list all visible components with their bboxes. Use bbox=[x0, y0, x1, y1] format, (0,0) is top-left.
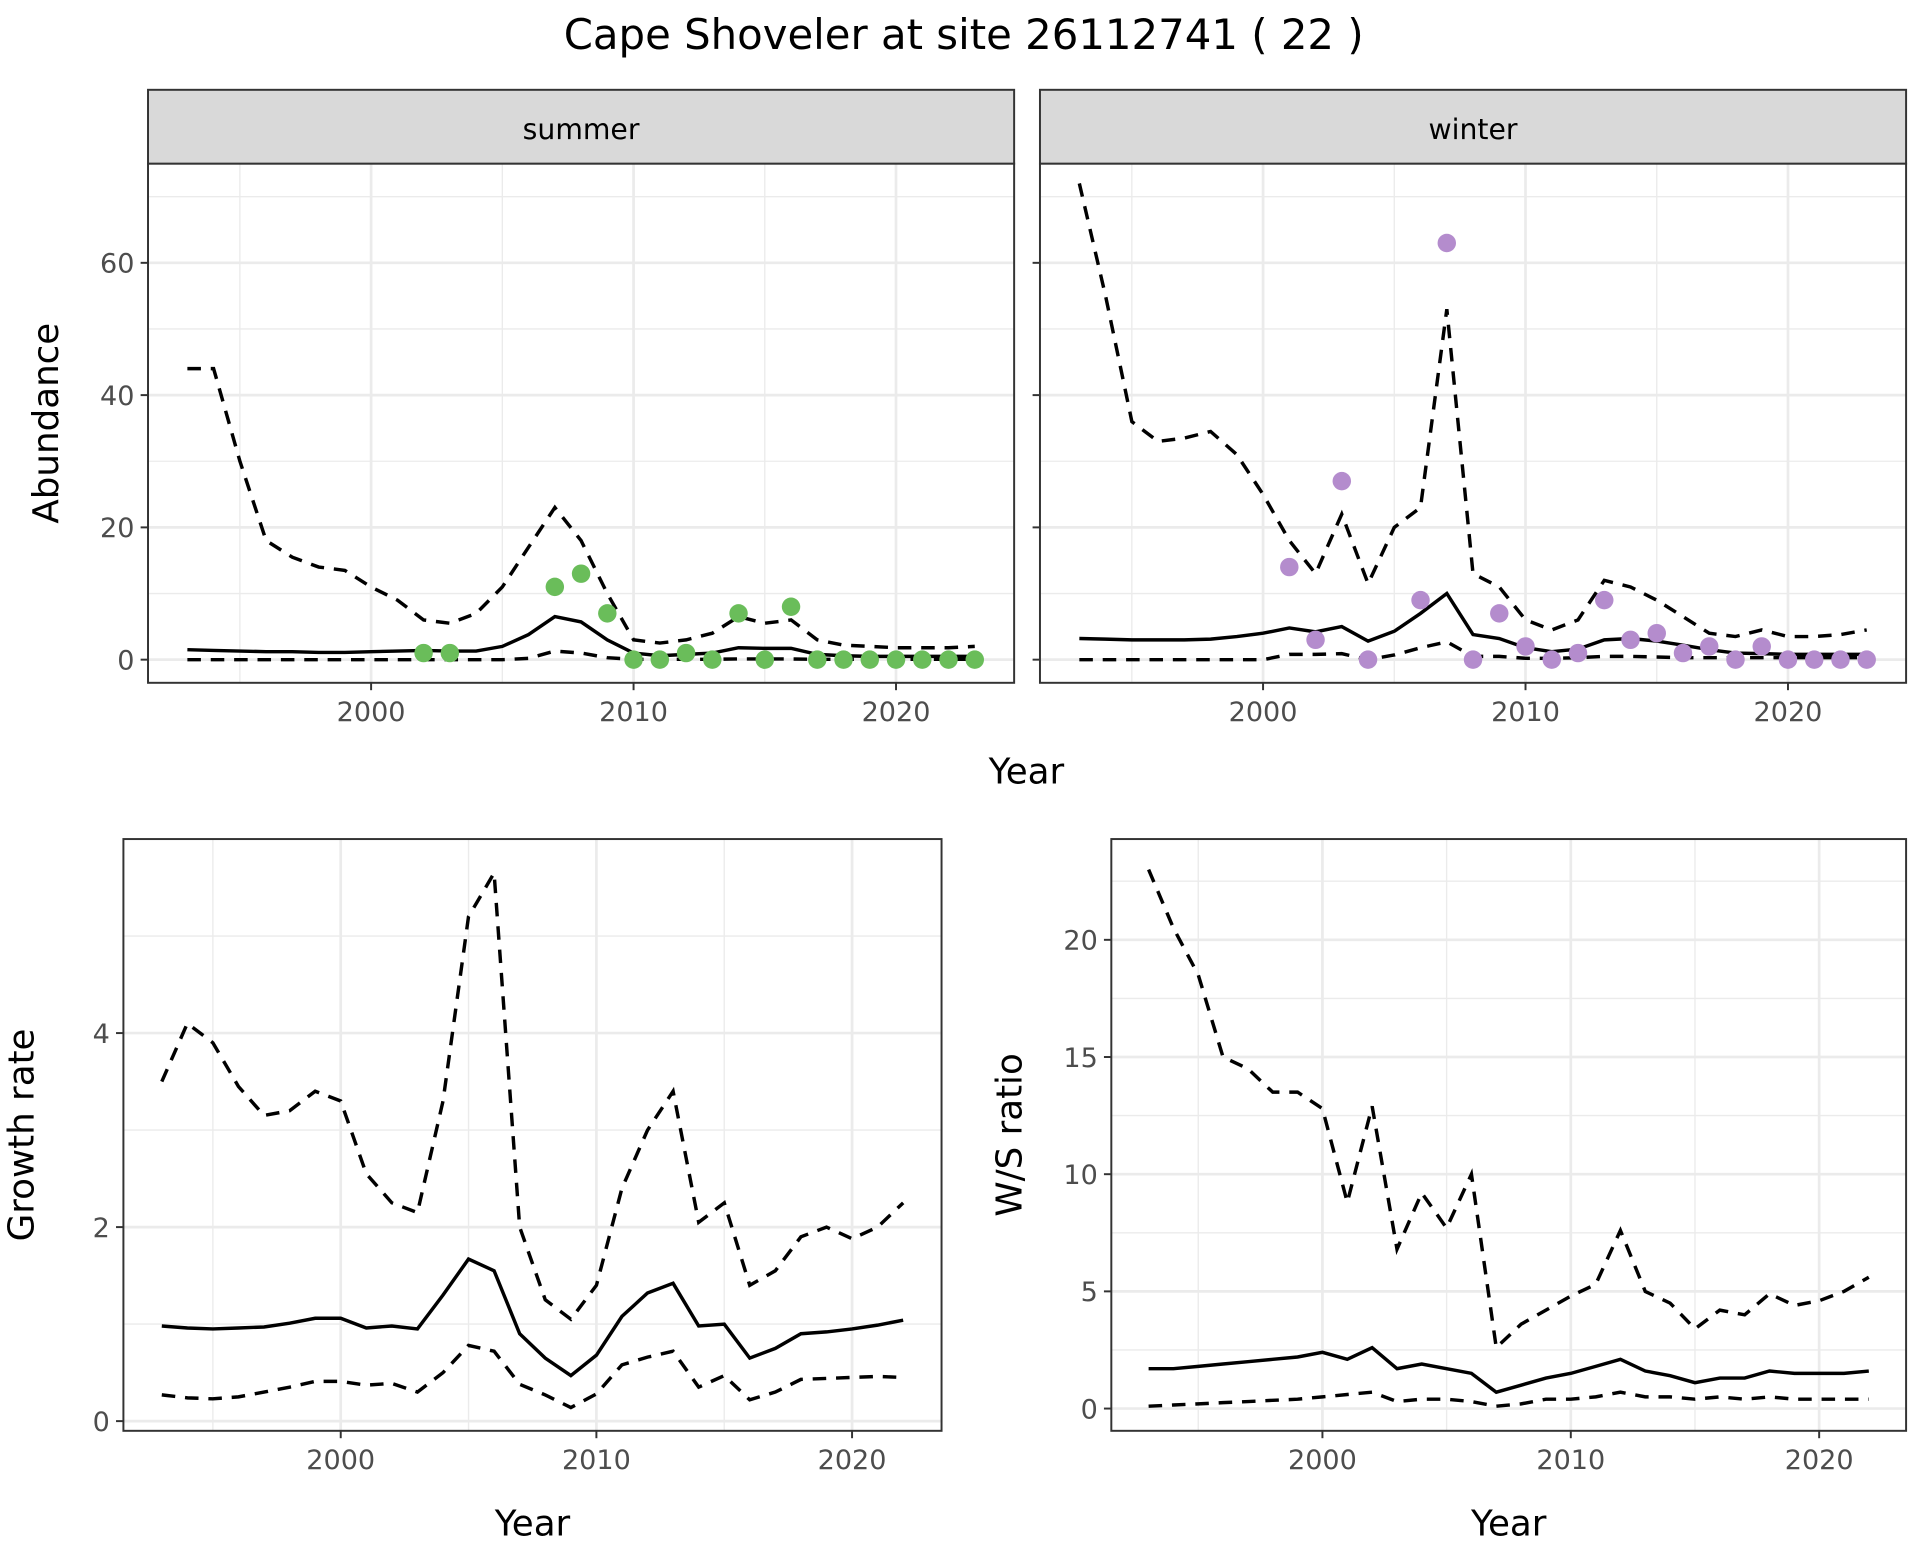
x-tick-label: 2010 bbox=[1536, 1445, 1605, 1476]
y-tick-label: 40 bbox=[100, 381, 134, 412]
y-tick-label: 0 bbox=[117, 646, 134, 677]
x-tick-label: 2010 bbox=[599, 697, 668, 728]
x-tick-label: 2010 bbox=[562, 1445, 631, 1476]
y-axis-title: Abundance bbox=[26, 323, 67, 524]
plot-background bbox=[148, 163, 1015, 683]
data-point bbox=[571, 564, 591, 583]
series-line-upper bbox=[1147, 868, 1870, 1352]
y-tick-label: 60 bbox=[100, 249, 134, 280]
data-point bbox=[1280, 557, 1299, 577]
y-tick-label: 10 bbox=[1063, 1160, 1097, 1191]
x-tick-label: 2000 bbox=[306, 1445, 375, 1476]
x-tick-label: 2000 bbox=[337, 697, 406, 728]
series-line-upper bbox=[187, 366, 975, 650]
data-point bbox=[1857, 650, 1876, 669]
series-line-mean bbox=[161, 1256, 904, 1378]
data-point bbox=[1358, 650, 1378, 669]
facet-strip bbox=[147, 88, 1016, 165]
data-point bbox=[781, 597, 801, 616]
data-point bbox=[440, 643, 460, 663]
panel-border bbox=[122, 838, 943, 1432]
data-point bbox=[703, 650, 722, 669]
y-tick-label: 15 bbox=[1063, 1043, 1097, 1074]
x-tick-label: 2020 bbox=[1754, 697, 1823, 728]
data-point bbox=[1411, 590, 1430, 610]
x-tick-label: 2020 bbox=[1785, 1445, 1854, 1476]
y-tick-label: 20 bbox=[100, 513, 134, 544]
data-point bbox=[1805, 650, 1824, 669]
plot-background bbox=[1039, 163, 1907, 683]
y-tick-label: 2 bbox=[93, 1213, 110, 1244]
x-tick-label: 2020 bbox=[818, 1445, 887, 1476]
data-point bbox=[1831, 650, 1850, 669]
y-tick-label: 0 bbox=[93, 1407, 110, 1438]
x-axis-title: Year bbox=[988, 752, 1065, 793]
x-tick-label: 2000 bbox=[1229, 697, 1298, 728]
data-point bbox=[965, 650, 984, 669]
data-point bbox=[886, 650, 906, 669]
x-tick-label: 2020 bbox=[862, 697, 931, 728]
data-point bbox=[624, 650, 643, 669]
data-point bbox=[1542, 650, 1561, 669]
data-point bbox=[808, 650, 827, 669]
panel-winter: 2000 2010 2020 winter bbox=[1032, 88, 1908, 728]
data-point bbox=[1647, 623, 1666, 643]
data-point bbox=[1595, 590, 1614, 610]
data-point bbox=[939, 650, 958, 669]
x-axis-title: Year bbox=[1470, 1503, 1547, 1544]
panel-summer: 2000 2010 2020 0 20 40 60 summer Abundance bbox=[26, 88, 1016, 728]
data-point bbox=[1700, 637, 1719, 656]
facet-strip-label: winter bbox=[1429, 113, 1518, 146]
y-tick-label: 4 bbox=[93, 1019, 110, 1050]
data-point bbox=[1332, 471, 1352, 491]
y-tick-label: 0 bbox=[1081, 1394, 1098, 1425]
data-point bbox=[1621, 630, 1640, 650]
panel-growth-rate: 2000 2010 2020 0 2 4 Year Growth rate bbox=[2, 838, 943, 1544]
data-point bbox=[913, 650, 932, 669]
y-tick-label: 20 bbox=[1063, 926, 1097, 957]
data-point bbox=[860, 650, 880, 669]
data-point bbox=[1463, 650, 1483, 669]
y-axis-title: Growth rate bbox=[2, 1029, 43, 1242]
series-line-upper bbox=[160, 867, 905, 1322]
data-point bbox=[834, 650, 853, 669]
data-point bbox=[1726, 650, 1745, 669]
data-point bbox=[1490, 604, 1509, 623]
facet-strip bbox=[1038, 88, 1908, 165]
plot-background bbox=[1111, 839, 1907, 1431]
facet-strip-label: summer bbox=[523, 113, 640, 146]
data-point bbox=[676, 643, 696, 663]
y-tick-label: 5 bbox=[1081, 1277, 1098, 1308]
series-line-lower bbox=[1148, 1390, 1869, 1408]
x-tick-label: 2010 bbox=[1491, 697, 1560, 728]
chart-title: Cape Shoveler at site 26112741 ( 22 ) bbox=[564, 10, 1364, 59]
series-line-lower bbox=[161, 1343, 904, 1410]
data-point bbox=[1752, 637, 1771, 656]
y-axis-title: W/S ratio bbox=[990, 1053, 1031, 1216]
panel-border bbox=[1110, 838, 1908, 1432]
data-point bbox=[729, 604, 748, 623]
panel-w-s-ratio: 2000 2010 2020 0 5 10 15 20 Year W/S ratio bbox=[990, 838, 1908, 1544]
data-point bbox=[1778, 650, 1798, 669]
plot-background bbox=[123, 839, 942, 1431]
data-point bbox=[598, 604, 617, 623]
data-point bbox=[755, 650, 775, 669]
data-point bbox=[414, 643, 433, 663]
series-line-mean bbox=[1148, 1345, 1869, 1395]
data-point bbox=[1516, 637, 1535, 656]
x-tick-label: 2000 bbox=[1288, 1445, 1357, 1476]
data-point bbox=[545, 577, 565, 597]
data-point bbox=[1568, 643, 1588, 663]
data-point bbox=[1437, 233, 1457, 253]
data-point bbox=[650, 650, 670, 669]
data-point bbox=[1306, 630, 1325, 650]
series-line-upper bbox=[1077, 183, 1868, 639]
data-point bbox=[1673, 643, 1693, 663]
x-axis-title: Year bbox=[494, 1503, 571, 1544]
